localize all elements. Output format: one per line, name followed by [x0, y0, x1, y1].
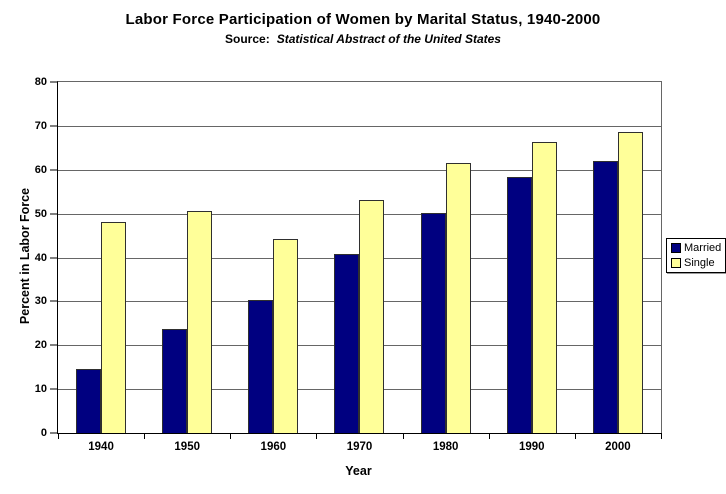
x-axis-tick	[574, 433, 576, 439]
x-axis-tick	[316, 433, 318, 439]
x-axis-tick	[144, 433, 146, 439]
bar-married-2000	[592, 161, 618, 433]
bar-group-1990	[489, 82, 575, 433]
legend-swatch-married-icon	[671, 243, 681, 253]
chart-title: Labor Force Participation of Women by Ma…	[125, 11, 601, 28]
gridline	[58, 169, 661, 171]
y-tick-label: 70	[34, 119, 47, 132]
x-axis-title: Year	[345, 464, 372, 478]
bar-group-2000	[575, 82, 661, 433]
bar-married-1940	[76, 368, 102, 433]
chart-subtitle: Source: Statistical Abstract of the Unite…	[0, 32, 726, 46]
bar-married-1960	[248, 299, 274, 433]
x-axis-tick	[488, 433, 490, 439]
y-axis-tick	[50, 125, 58, 127]
bar-group-1980	[403, 82, 489, 433]
y-axis-tick	[50, 344, 58, 346]
bar-single-1940	[101, 221, 127, 433]
y-axis-tick	[50, 169, 58, 171]
bar-group-1950	[144, 82, 230, 433]
x-tick-label-1980: 1980	[432, 441, 459, 453]
source-label: Source:	[225, 32, 270, 46]
legend-label: Single	[684, 257, 715, 269]
y-tick-label: 40	[34, 251, 47, 264]
gridline	[58, 125, 661, 127]
x-tick-label-1950: 1950	[174, 441, 200, 453]
bar-single-1990	[531, 141, 557, 433]
y-tick-label: 50	[34, 207, 47, 220]
y-tick-label: 30	[34, 295, 47, 308]
bar-married-1970	[334, 254, 360, 433]
y-tick-label: 20	[34, 339, 47, 352]
legend-item-married: Married	[671, 242, 721, 254]
y-tick-label: 0	[40, 427, 47, 439]
y-tick-label: 10	[34, 383, 47, 396]
legend-label: Married	[684, 242, 722, 254]
bar-single-1950	[187, 211, 213, 433]
y-axis-tick	[50, 81, 58, 83]
x-tick-label-1960: 1960	[260, 441, 287, 453]
x-axis-tick	[402, 433, 404, 439]
source-text: Statistical Abstract of the United State…	[276, 32, 501, 46]
x-tick-label-1940: 1940	[88, 441, 114, 453]
bar-single-1960	[273, 239, 299, 433]
bar-married-1990	[506, 176, 532, 433]
bar-single-1980	[445, 163, 471, 433]
y-tick-label: 80	[34, 76, 47, 88]
y-axis-tick	[50, 213, 58, 215]
x-axis-tick	[661, 433, 662, 439]
bar-married-1980	[420, 213, 446, 433]
y-tick-label: 60	[34, 163, 47, 176]
x-tick-label-1970: 1970	[346, 441, 373, 453]
bar-group-1960	[230, 82, 316, 433]
legend: Married Single	[666, 238, 726, 273]
legend-swatch-single-icon	[671, 258, 681, 268]
legend-item-single: Single	[671, 257, 721, 269]
bar-married-1950	[162, 328, 188, 433]
x-tick-label-1990: 1990	[518, 441, 545, 453]
y-axis-title: Percent in Labor Force	[18, 187, 32, 325]
bar-single-2000	[617, 132, 643, 433]
x-axis-tick	[230, 433, 232, 439]
bar-group-1940	[58, 82, 144, 433]
x-axis-tick	[58, 433, 59, 439]
y-axis-tick	[50, 388, 58, 390]
bar-single-1970	[359, 200, 385, 433]
y-axis-tick	[50, 432, 58, 434]
y-axis-tick	[50, 300, 58, 302]
bar-group-1970	[316, 82, 402, 433]
y-axis-tick	[50, 257, 58, 258]
x-tick-label-2000: 2000	[605, 441, 631, 453]
plot-area: 0 10 20 30 40 50 60 70 80 1940 1950 1960 1970 1980 199…	[35, 76, 662, 453]
